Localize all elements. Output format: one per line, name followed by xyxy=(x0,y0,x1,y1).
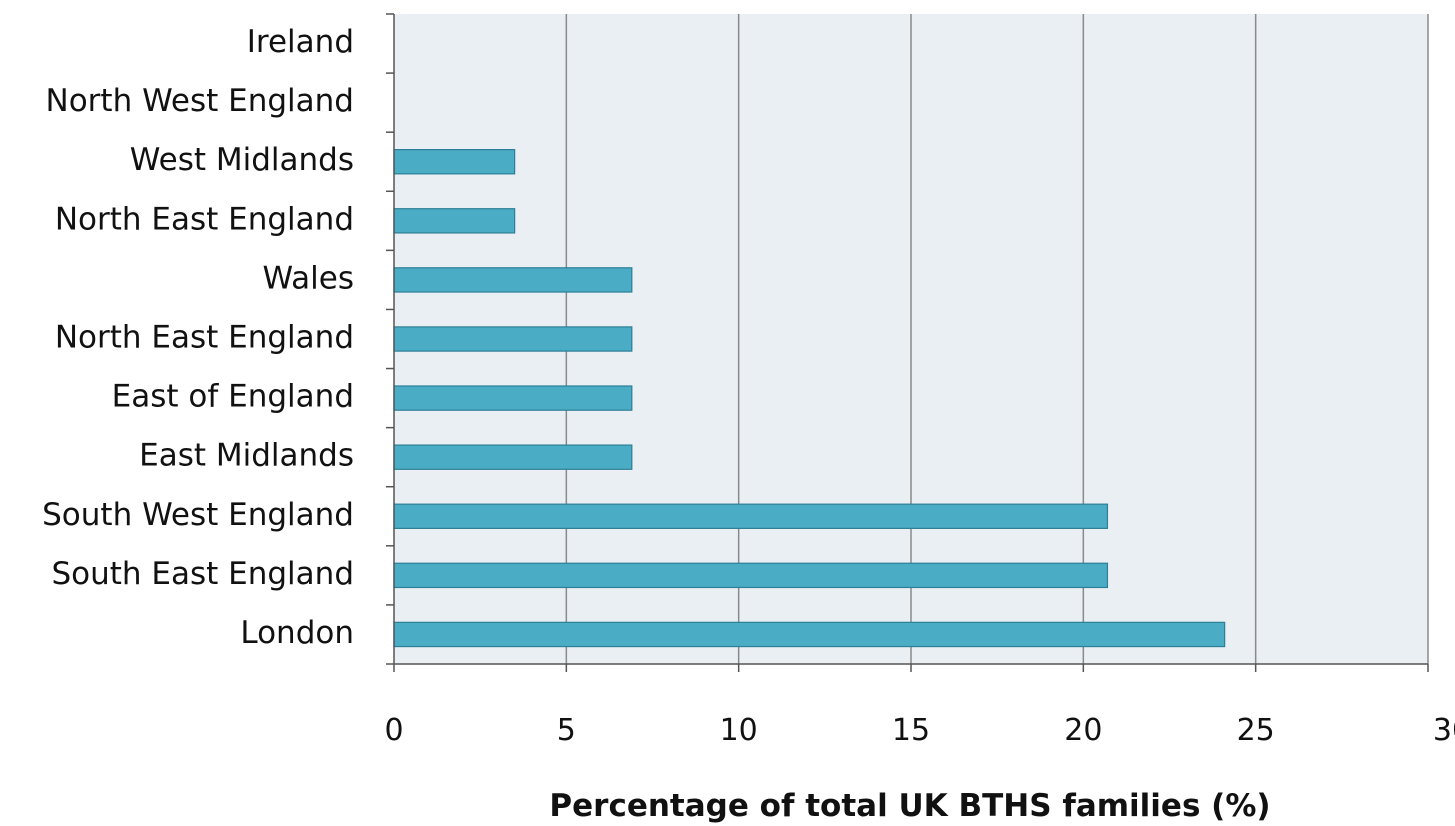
category-label: South West England xyxy=(42,497,354,533)
bar-4 xyxy=(393,267,633,293)
bar-10 xyxy=(393,621,1226,648)
category-label: South East England xyxy=(51,556,354,592)
category-label: East of England xyxy=(112,379,354,415)
x-tick-label: 5 xyxy=(557,713,576,748)
x-tick-label: 20 xyxy=(1064,713,1102,748)
bar-5 xyxy=(393,326,633,352)
category-label: West Midlands xyxy=(130,142,354,178)
grid-lines xyxy=(565,14,1429,664)
bar-8 xyxy=(393,503,1109,529)
category-label: North East England xyxy=(55,320,354,356)
bar-3 xyxy=(393,208,516,234)
x-tick-label: 10 xyxy=(720,713,758,748)
category-label: London xyxy=(240,615,354,651)
category-labels: Ireland North West England West Midlands No… xyxy=(42,24,354,651)
x-tick-label: 0 xyxy=(384,713,403,748)
axes xyxy=(386,13,1429,672)
bar-2 xyxy=(393,149,516,175)
category-label: North East England xyxy=(55,201,354,237)
bars xyxy=(393,149,1226,648)
category-label: Ireland xyxy=(247,24,354,60)
bar-9 xyxy=(393,562,1109,589)
x-tick-labels: 0 5 10 15 20 25 30 xyxy=(384,713,1455,748)
x-tick-label: 30 xyxy=(1433,713,1455,748)
category-label: East Midlands xyxy=(139,438,354,474)
bar-6 xyxy=(393,385,633,411)
category-label: Wales xyxy=(262,260,354,296)
x-axis-title: Percentage of total UK BTHS families (%) xyxy=(549,788,1270,824)
bar-7 xyxy=(393,444,633,470)
x-tick-label: 15 xyxy=(892,713,930,748)
x-tick-label: 25 xyxy=(1237,713,1275,748)
category-label: North West England xyxy=(46,83,354,119)
